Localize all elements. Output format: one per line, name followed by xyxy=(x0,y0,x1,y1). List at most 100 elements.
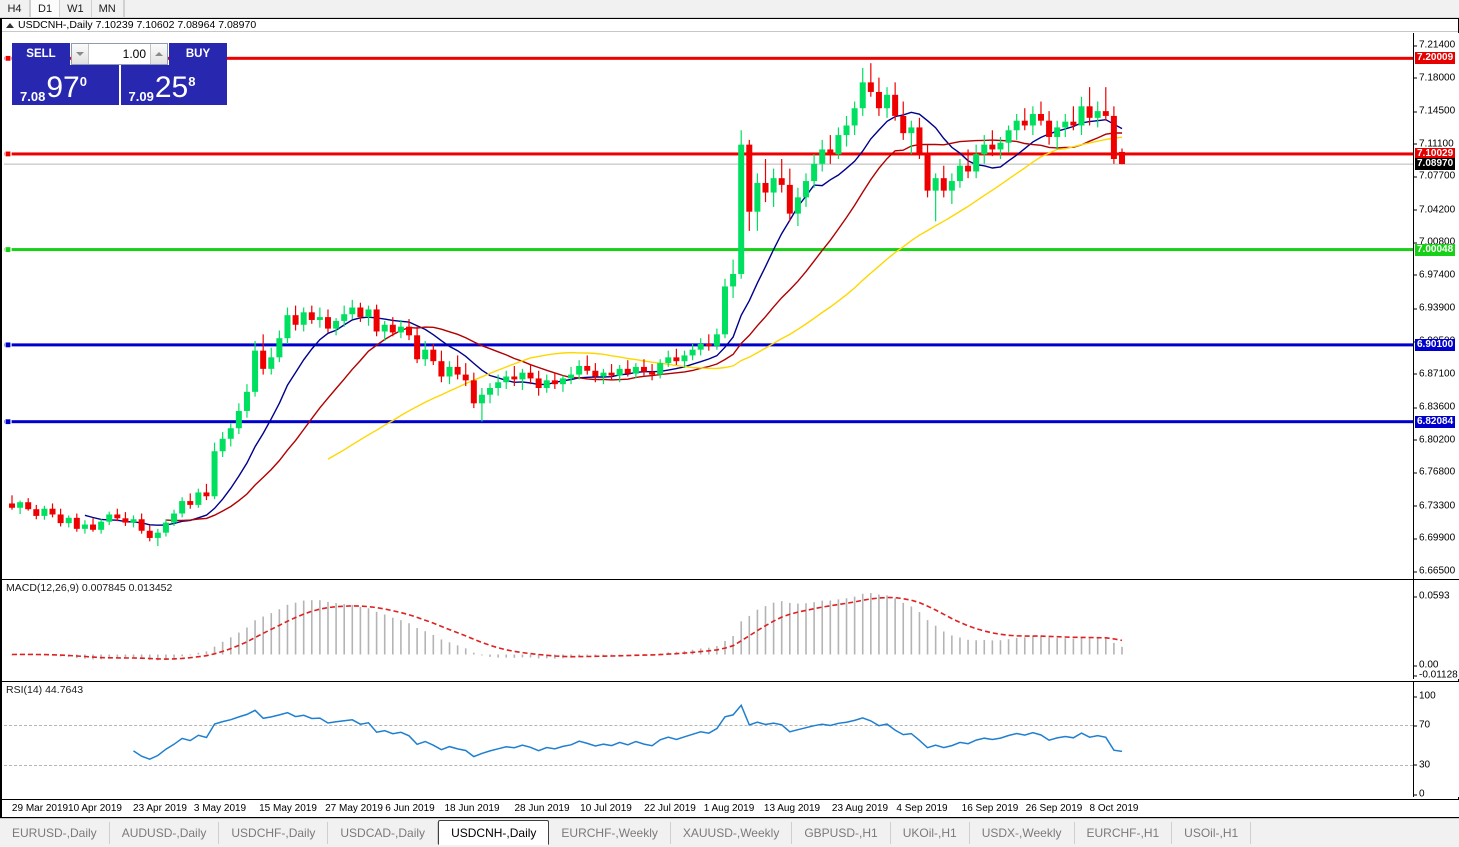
candle xyxy=(470,372,477,409)
macd-histogram-bar xyxy=(489,654,491,657)
symbol-tab-usdchf--daily[interactable]: USDCHF-,Daily xyxy=(219,822,329,844)
hline-handle-support-6.90100[interactable] xyxy=(4,341,12,349)
candle xyxy=(568,366,575,385)
price-pane[interactable]: 7.21400 7.18000 7.14500 7.11100 7.07700 7.042… xyxy=(2,33,1459,579)
candle xyxy=(754,173,761,231)
candle xyxy=(219,432,226,457)
macd-histogram-bar xyxy=(1080,637,1083,655)
macd-histogram-bar xyxy=(910,606,913,655)
hline-support-7.00048[interactable] xyxy=(4,248,1413,252)
price-marker-6.82084[interactable]: 6.82084 xyxy=(1415,415,1456,428)
time-tick: 18 Jun 2019 xyxy=(444,803,500,814)
price-marker-7.20009[interactable]: 7.20009 xyxy=(1415,52,1456,65)
candle xyxy=(324,309,331,333)
price-tick: 7.04200 xyxy=(1414,204,1455,215)
symbol-tab-usoil--h1[interactable]: USOil-,H1 xyxy=(1172,822,1252,844)
macd-histogram-bar xyxy=(343,604,345,655)
sell-button[interactable]: SELL xyxy=(12,43,70,65)
symbol-tab-xauusd--weekly[interactable]: XAUUSD-,Weekly xyxy=(671,822,793,844)
candle xyxy=(25,498,32,511)
timeframe-button-mn[interactable]: MN xyxy=(92,0,124,17)
candle xyxy=(268,347,275,375)
time-tick: 10 Jul 2019 xyxy=(580,803,632,814)
macd-histogram-bar xyxy=(254,620,256,655)
macd-histogram-bar xyxy=(327,601,329,655)
candle xyxy=(292,305,299,331)
price-plot[interactable] xyxy=(4,33,1413,579)
timeframe-button-d1[interactable]: D1 xyxy=(30,0,61,17)
bid-price-box[interactable]: 7.08 97 0 xyxy=(12,65,119,105)
symbol-tab-usdcnh--daily[interactable]: USDCNH-,Daily xyxy=(438,820,550,845)
macd-histogram-bar xyxy=(1023,637,1026,655)
candle xyxy=(1013,113,1020,140)
candle xyxy=(892,82,899,121)
symbol-tab-gbpusd--h1[interactable]: GBPUSD-,H1 xyxy=(792,822,891,844)
collapse-triangle-icon[interactable] xyxy=(6,22,14,28)
ask-price-prefix: 7.09 xyxy=(128,89,154,104)
symbol-tab-eurusd--daily[interactable]: EURUSD-,Daily xyxy=(0,822,110,844)
hline-handle-resistance-7.20009[interactable] xyxy=(4,54,12,62)
hline-support-6.82084[interactable] xyxy=(4,420,1413,424)
macd-histogram-bar xyxy=(951,635,953,655)
candle xyxy=(373,304,380,337)
candle xyxy=(705,334,712,351)
macd-pane[interactable]: MACD(12,26,9) 0.007845 0.013452 0.0593 0.… xyxy=(2,579,1459,681)
candle xyxy=(989,130,996,157)
candle xyxy=(600,368,607,385)
symbol-tab-usdx--weekly[interactable]: USDX-,Weekly xyxy=(970,822,1075,844)
macd-histogram-bar xyxy=(157,654,159,661)
price-marker-7.08970[interactable]: 7.08970 xyxy=(1415,158,1456,171)
candle xyxy=(406,319,413,341)
rsi-axis[interactable]: 100 70 30 0 xyxy=(1413,682,1459,800)
volume-increment-button[interactable] xyxy=(150,44,167,64)
macd-histogram-bar xyxy=(813,602,815,655)
price-tick: 6.87100 xyxy=(1414,368,1455,379)
hline-resistance-7.10029[interactable] xyxy=(4,152,1413,156)
ask-price-box[interactable]: 7.09 25 8 xyxy=(118,65,227,105)
candle xyxy=(179,497,186,518)
buy-button[interactable]: BUY xyxy=(169,43,227,65)
candle xyxy=(260,334,267,375)
hline-handle-support-7.00048[interactable] xyxy=(4,245,12,254)
volume-stepper[interactable]: 1.00 xyxy=(71,43,168,65)
price-marker-7.00048[interactable]: 7.00048 xyxy=(1415,243,1456,256)
symbol-tab-eurchf--h1[interactable]: EURCHF-,H1 xyxy=(1075,822,1173,844)
rsi-pane[interactable]: RSI(14) 44.7643 100 70 30 0 xyxy=(2,681,1459,800)
candle xyxy=(657,359,664,379)
macd-histogram-bar xyxy=(991,640,994,655)
macd-plot[interactable] xyxy=(4,580,1413,679)
rsi-plot[interactable] xyxy=(4,682,1413,797)
volume-input[interactable]: 1.00 xyxy=(122,47,146,61)
macd-histogram-bar xyxy=(408,623,410,655)
macd-signal-line xyxy=(11,596,1123,660)
macd-histogram-bar xyxy=(1015,637,1018,655)
hline-handle-resistance-7.10029[interactable] xyxy=(4,150,12,158)
macd-axis[interactable]: 0.0593 0.00 -0.01128 xyxy=(1413,580,1459,681)
hline-resistance-7.20009[interactable] xyxy=(4,56,1413,60)
price-marker-7.10029[interactable]: 7.10029 xyxy=(1415,147,1456,160)
volume-decrement-button[interactable] xyxy=(72,44,89,64)
ask-price-big: 25 xyxy=(154,71,189,104)
macd-histogram-bar xyxy=(335,603,337,655)
timeframe-button-h4[interactable]: H4 xyxy=(0,0,30,17)
candle xyxy=(252,341,259,397)
time-axis[interactable]: 29 Mar 2019 10 Apr 2019 23 Apr 2019 3 May 2… xyxy=(2,799,1459,817)
macd-histogram-bar xyxy=(999,640,1002,655)
symbol-tab-eurchf--weekly[interactable]: EURCHF-,Weekly xyxy=(549,822,671,844)
timeframe-button-w1[interactable]: W1 xyxy=(60,0,92,17)
candle xyxy=(908,120,915,155)
price-axis[interactable]: 7.21400 7.18000 7.14500 7.11100 7.07700 7.042… xyxy=(1413,33,1459,579)
candle xyxy=(495,374,502,396)
hline-handle-support-6.82084[interactable] xyxy=(4,418,12,426)
symbol-tab-usdcad--daily[interactable]: USDCAD-,Daily xyxy=(328,822,439,844)
macd-histogram-bar xyxy=(975,640,977,655)
price-marker-6.90100[interactable]: 6.90100 xyxy=(1415,338,1456,351)
candle xyxy=(940,165,947,198)
one-click-trading-panel[interactable]: SELL 1.00 BUY 7.08 97 0 7.09 25 8 xyxy=(12,43,227,105)
symbol-tab-audusd--daily[interactable]: AUDUSD-,Daily xyxy=(110,822,220,844)
macd-histogram-bar xyxy=(829,600,832,655)
candle xyxy=(592,363,599,383)
macd-histogram-bar xyxy=(521,654,524,658)
symbol-tab-ukoil--h1[interactable]: UKOil-,H1 xyxy=(891,822,970,844)
macd-histogram-bar xyxy=(594,654,597,656)
